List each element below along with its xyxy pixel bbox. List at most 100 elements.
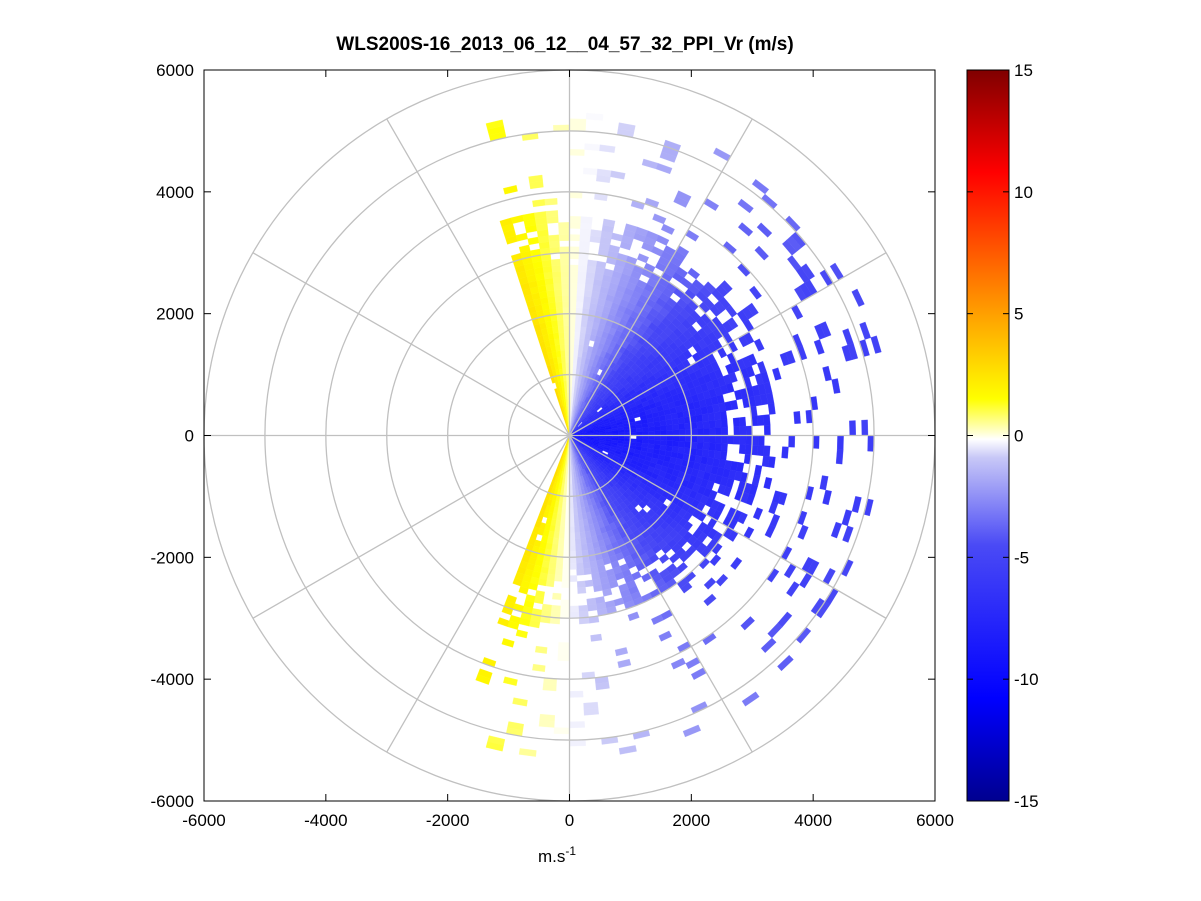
velocity-gate (719, 410, 728, 420)
velocity-gate (579, 228, 592, 236)
x-tick-label: -4000 (304, 811, 347, 830)
velocity-gate (569, 532, 576, 540)
velocity-gate (562, 295, 570, 302)
velocity-gate (819, 321, 832, 338)
velocity-gate (562, 569, 570, 576)
velocity-gate (577, 586, 587, 594)
velocity-gate (560, 264, 570, 272)
velocity-gate (677, 417, 685, 425)
velocity-gate (562, 374, 567, 382)
velocity-gate (753, 338, 765, 352)
velocity-gate (552, 271, 562, 279)
velocity-field (475, 112, 882, 757)
colorbar-tick-label: 0 (1014, 427, 1023, 446)
velocity-gate (557, 544, 564, 552)
velocity-gate (553, 283, 563, 291)
velocity-gate (501, 638, 515, 648)
velocity-gate (678, 423, 686, 430)
velocity-gate (590, 229, 603, 238)
velocity-gate (564, 514, 570, 521)
velocity-gate (583, 167, 598, 176)
x-tick-label: 6000 (916, 811, 954, 830)
velocity-gate (754, 245, 769, 261)
velocity-gate (737, 222, 754, 237)
velocity-gate (733, 426, 741, 436)
velocity-gate (772, 367, 782, 381)
velocity-gate (660, 425, 667, 431)
velocity-gate (578, 525, 585, 533)
colorbar-ticks: 15 10 5 0 -5 -10 -15 (967, 61, 1039, 811)
velocity-gate (722, 486, 732, 497)
velocity-gate (551, 543, 559, 551)
velocity-gate (708, 442, 716, 451)
velocity-gate (569, 544, 576, 552)
velocity-gate (764, 524, 776, 539)
velocity-gate (678, 441, 686, 448)
colorbar-tick-label: 15 (1014, 61, 1033, 80)
velocity-gate (574, 338, 580, 345)
velocity-gate (837, 435, 844, 451)
velocity-gate (553, 332, 560, 340)
velocity-gate (697, 435, 704, 443)
velocity-gate (562, 563, 570, 570)
velocity-gate (560, 270, 570, 278)
velocity-gate (560, 258, 570, 266)
velocity-gate (660, 223, 675, 235)
velocity-gate (569, 283, 578, 290)
velocity-gate (576, 507, 583, 515)
x-tick-label: -2000 (426, 811, 469, 830)
velocity-gate (555, 350, 562, 358)
velocity-gate (623, 428, 631, 433)
velocity-gate (648, 426, 655, 432)
velocity-gate (584, 530, 592, 538)
velocity-gate (569, 276, 578, 284)
velocity-gate (658, 630, 673, 642)
axes: -6000 -4000 -2000 0 2000 4000 6000 6000 4000 2000… (151, 61, 954, 830)
velocity-gate (569, 526, 575, 534)
velocity-gate (571, 477, 575, 485)
velocity-gate (797, 524, 809, 540)
velocity-gate (569, 690, 584, 698)
velocity-gate (559, 252, 570, 260)
velocity-gate (569, 313, 577, 321)
velocity-gate (577, 513, 584, 521)
velocity-gate (654, 425, 661, 432)
velocity-gate (551, 320, 559, 328)
velocity-gate (655, 163, 673, 175)
velocity-gate (654, 439, 661, 446)
velocity-gate (842, 525, 854, 543)
velocity-gate (730, 399, 739, 410)
velocity-gate (559, 338, 565, 345)
velocity-gate (554, 289, 563, 297)
velocity-gate (851, 496, 862, 513)
velocity-gate (583, 339, 590, 347)
velocity-gate (577, 271, 587, 279)
velocity-gate (678, 435, 686, 442)
velocity-gate (557, 325, 565, 333)
velocity-gate (682, 724, 702, 738)
velocity-gate (558, 532, 565, 540)
velocity-gate (726, 317, 739, 330)
velocity-gate (551, 265, 562, 273)
velocity-gate (560, 514, 566, 521)
velocity-gate (741, 691, 760, 707)
velocity-gate (569, 331, 576, 339)
velocity-gate (587, 259, 598, 268)
velocity-gate (575, 319, 582, 327)
velocity-gate (659, 420, 667, 427)
velocity-gate (701, 449, 710, 458)
velocity-gate (788, 435, 796, 448)
velocity-gate (576, 301, 584, 309)
velocity-gate (703, 435, 710, 443)
velocity-gate (851, 288, 865, 307)
velocity-gate (614, 647, 629, 657)
velocity-gate (564, 526, 570, 534)
azimuth-spoke (252, 252, 570, 437)
velocity-gate (574, 532, 581, 540)
velocity-gate (583, 567, 592, 576)
velocity-gate (611, 430, 619, 434)
velocity-gate (535, 645, 548, 654)
velocity-gate (757, 414, 765, 426)
velocity-gate (583, 707, 599, 716)
velocity-gate (584, 579, 594, 588)
